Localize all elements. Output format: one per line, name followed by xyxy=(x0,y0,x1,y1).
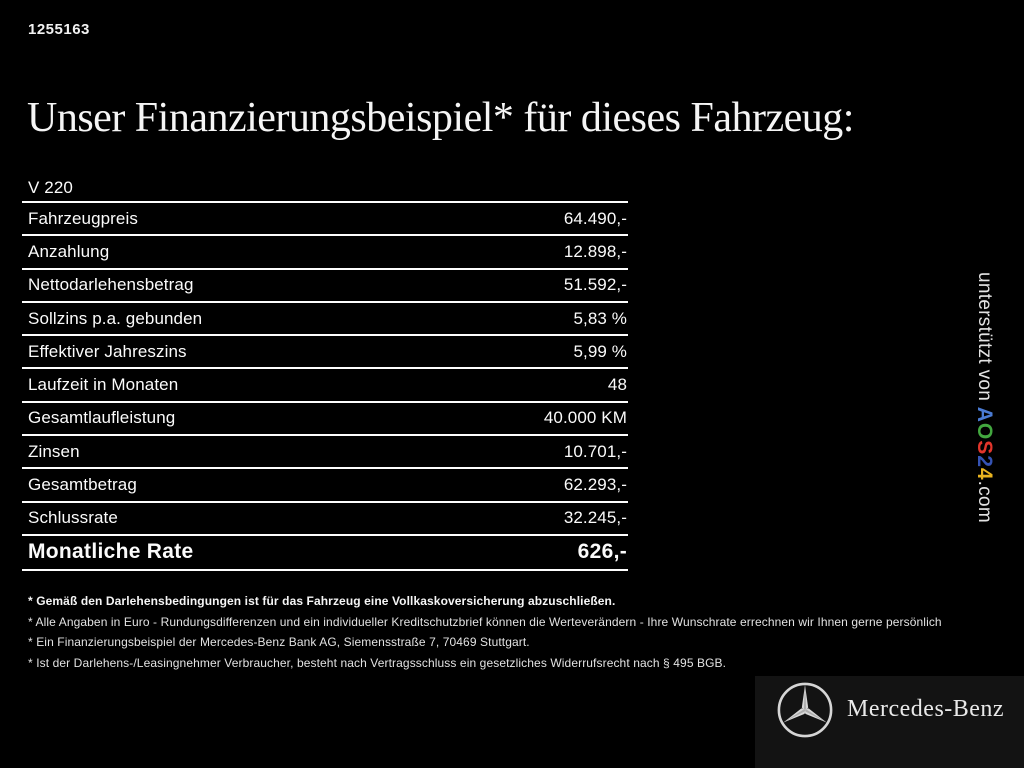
row-value: 48 xyxy=(607,375,627,395)
mercedes-wordmark: Mercedes-Benz xyxy=(847,696,1005,722)
row-value: 5,99 % xyxy=(573,341,627,361)
aos24-letter: A xyxy=(973,406,996,423)
table-row: Zinsen 10.701,- xyxy=(22,436,628,470)
mercedes-star-icon xyxy=(777,682,833,738)
total-value: 626,- xyxy=(577,540,627,564)
aos24-letter: 4 xyxy=(973,467,996,481)
row-value: 51.592,- xyxy=(563,275,627,295)
page-title: Unser Finanzierungsbeispiel* für dieses … xyxy=(27,95,854,142)
table-row: Effektiver Jahreszins 5,99 % xyxy=(22,336,628,370)
table-row: Laufzeit in Monaten 48 xyxy=(22,369,628,403)
supported-by-banner: unterstützt von AOS24.com xyxy=(972,272,996,572)
financing-table: V 220 Fahrzeugpreis 64.490,- Anzahlung 1… xyxy=(22,174,628,571)
footnote-line: * Ist der Darlehens-/Leasingnehmer Verbr… xyxy=(28,655,727,670)
total-label: Monatliche Rate xyxy=(28,540,194,564)
table-row-model: V 220 xyxy=(22,174,628,203)
table-row: Sollzins p.a. gebunden 5,83 % xyxy=(22,303,628,337)
row-value: 64.490,- xyxy=(563,208,627,228)
vehicle-id: 1255163 xyxy=(28,21,90,38)
table-row: Fahrzeugpreis 64.490,- xyxy=(22,203,628,237)
aos24-letter: S xyxy=(973,440,996,456)
row-label: Effektiver Jahreszins xyxy=(28,341,187,361)
row-label: Gesamtlaufleistung xyxy=(28,408,176,428)
model-name: V 220 xyxy=(28,177,73,197)
mercedes-footer-panel: Mercedes-Benz xyxy=(755,676,1024,768)
row-value: 5,83 % xyxy=(573,308,627,328)
row-label: Zinsen xyxy=(28,441,80,461)
aos24-domain-suffix: .com xyxy=(974,480,995,523)
supported-by-text: unterstützt von xyxy=(974,272,995,407)
aos24-logo: AOS24 xyxy=(973,407,996,481)
row-label: Sollzins p.a. gebunden xyxy=(28,308,203,328)
row-label: Anzahlung xyxy=(28,241,110,261)
row-label: Fahrzeugpreis xyxy=(28,208,138,228)
table-row: Anzahlung 12.898,- xyxy=(22,236,628,270)
table-row-monthly-rate: Monatliche Rate 626,- xyxy=(22,536,628,571)
row-label: Nettodarlehensbetrag xyxy=(28,275,194,295)
row-value: 10.701,- xyxy=(563,441,627,461)
table-row: Nettodarlehensbetrag 51.592,- xyxy=(22,270,628,303)
footnotes: * Gemäß den Darlehensbedingungen ist für… xyxy=(28,595,1008,677)
row-label: Schlussrate xyxy=(28,508,118,528)
row-label: Laufzeit in Monaten xyxy=(28,375,179,395)
table-row: Schlussrate 32.245,- xyxy=(22,503,628,536)
row-value: 62.293,- xyxy=(563,475,627,495)
row-value: 32.245,- xyxy=(563,508,627,528)
aos24-letter: O xyxy=(973,422,996,441)
table-row: Gesamtbetrag 62.293,- xyxy=(22,469,628,503)
row-label: Gesamtbetrag xyxy=(28,475,137,495)
aos24-letter: 2 xyxy=(973,455,996,468)
footnote-line: * Ein Finanzierungsbeispiel der Mercedes… xyxy=(28,635,530,649)
row-value: 12.898,- xyxy=(563,241,627,261)
row-value: 40.000 KM xyxy=(543,408,627,428)
table-row: Gesamtlaufleistung 40.000 KM xyxy=(22,403,628,437)
footnote-line: * Gemäß den Darlehensbedingungen ist für… xyxy=(28,594,616,608)
footnote-line: * Alle Angaben in Euro - Rundungsdiffere… xyxy=(28,614,942,629)
